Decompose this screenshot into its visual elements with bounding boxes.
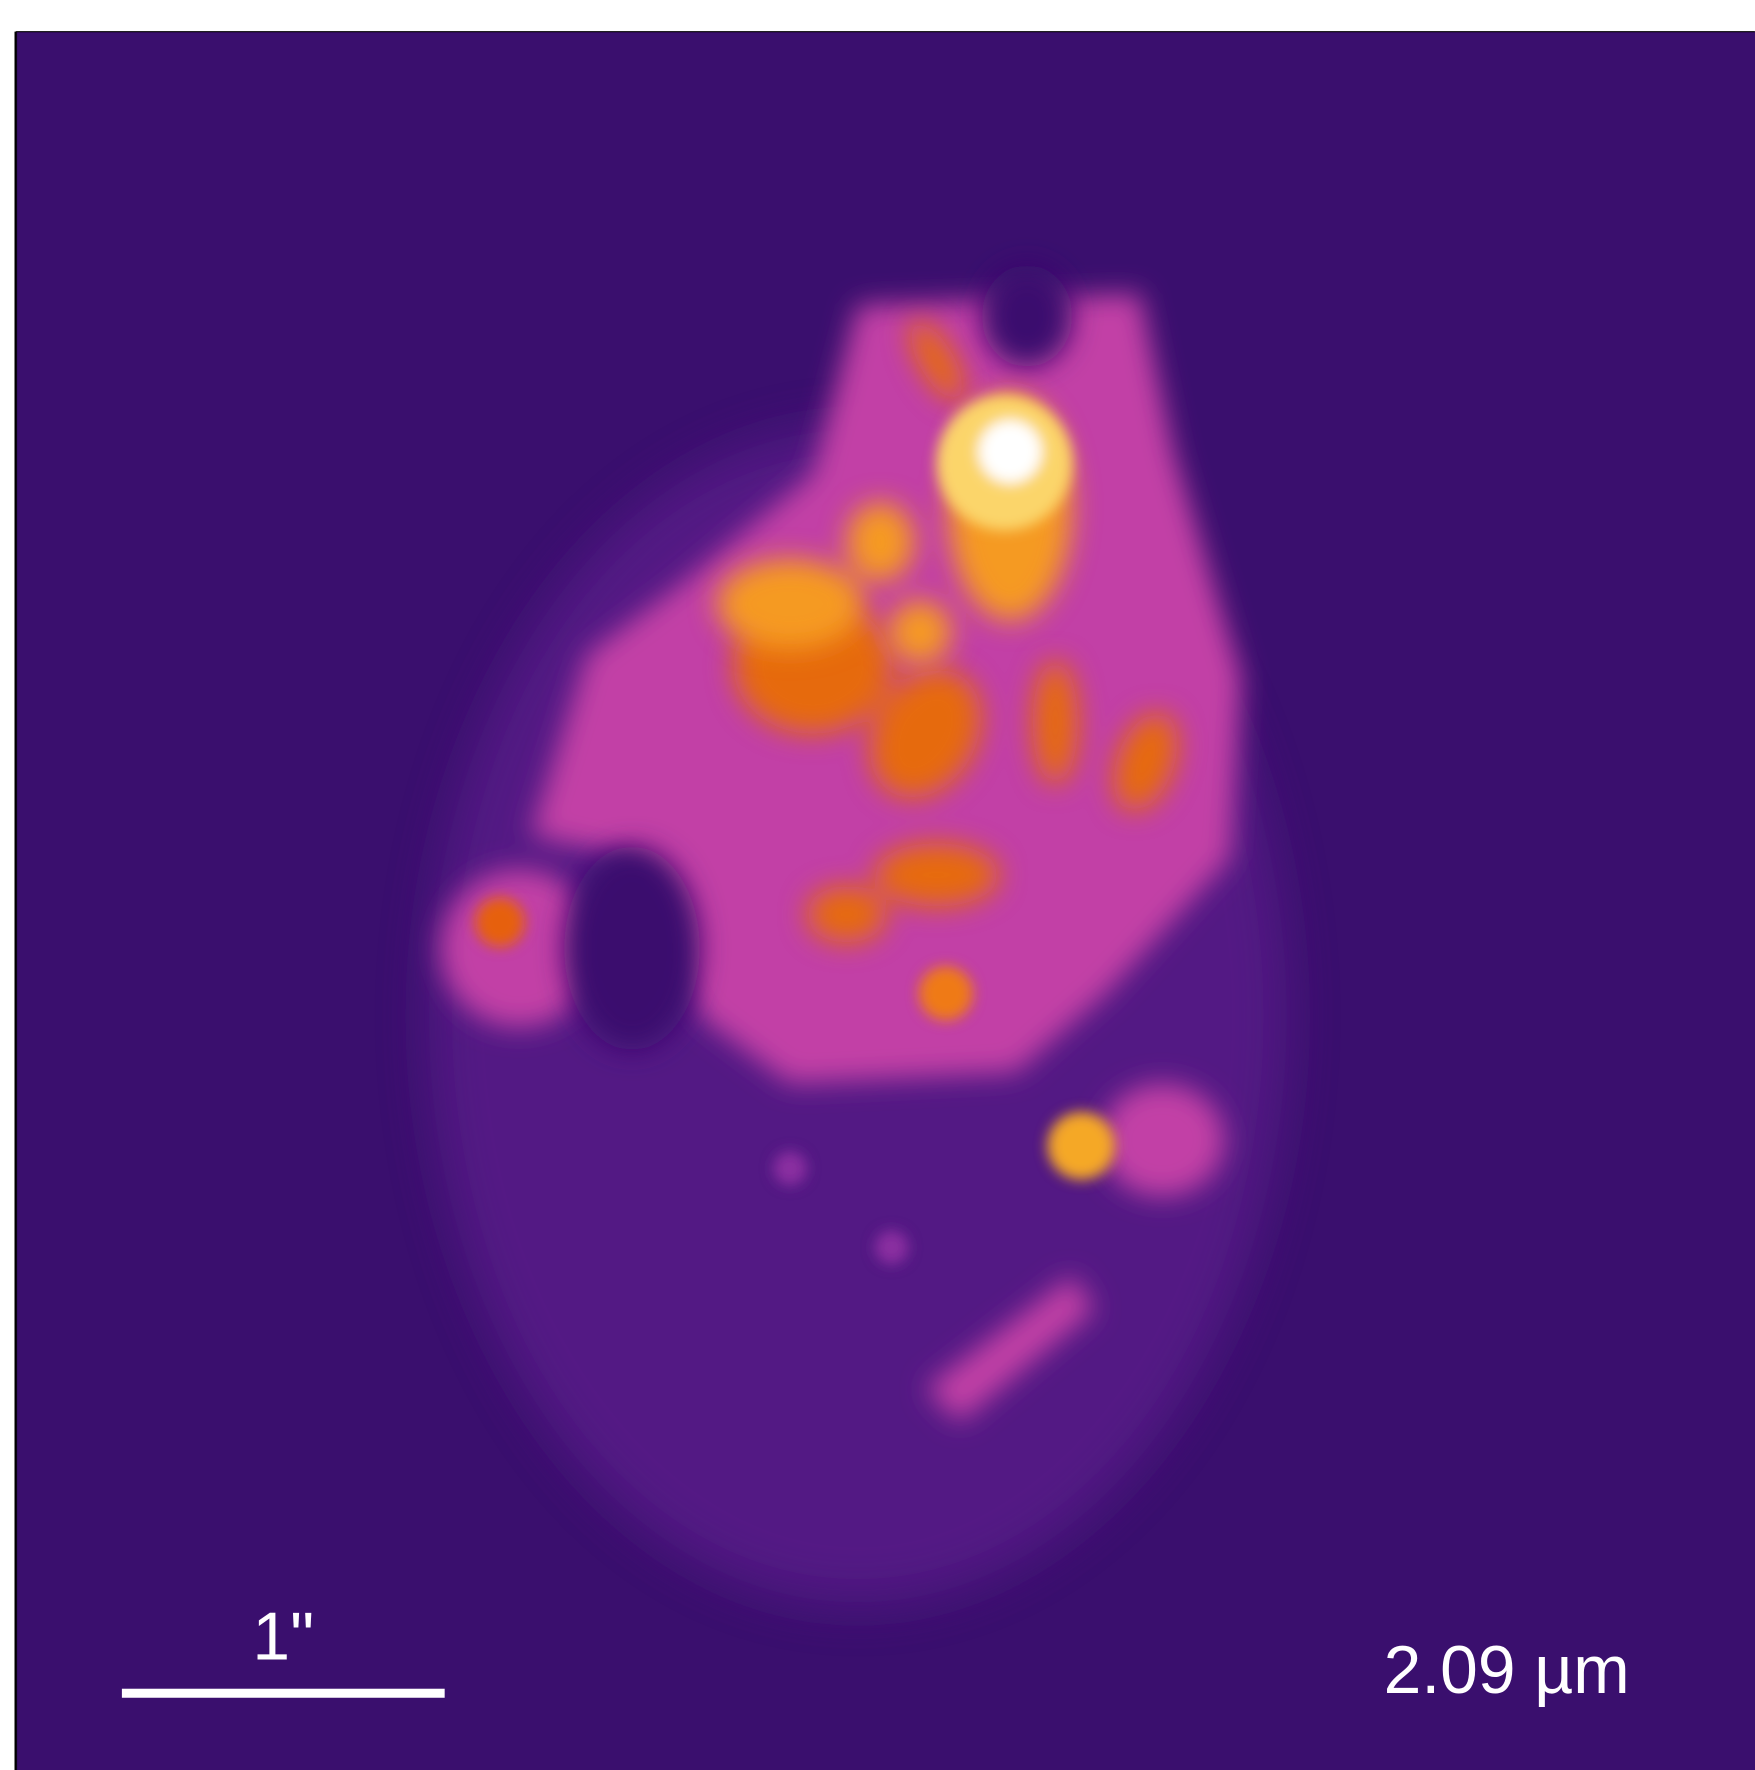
- point-sources: [475, 395, 1116, 1265]
- scale-bar: [121, 1688, 445, 1698]
- astronomical-image: 1" 2.09 µm: [15, 31, 1755, 1770]
- orange-knots: [733, 321, 1178, 943]
- wavelength-label: 2.09 µm: [1384, 1633, 1630, 1708]
- dark-lane: [564, 265, 1073, 1050]
- scale-bar-label: 1": [252, 1599, 314, 1674]
